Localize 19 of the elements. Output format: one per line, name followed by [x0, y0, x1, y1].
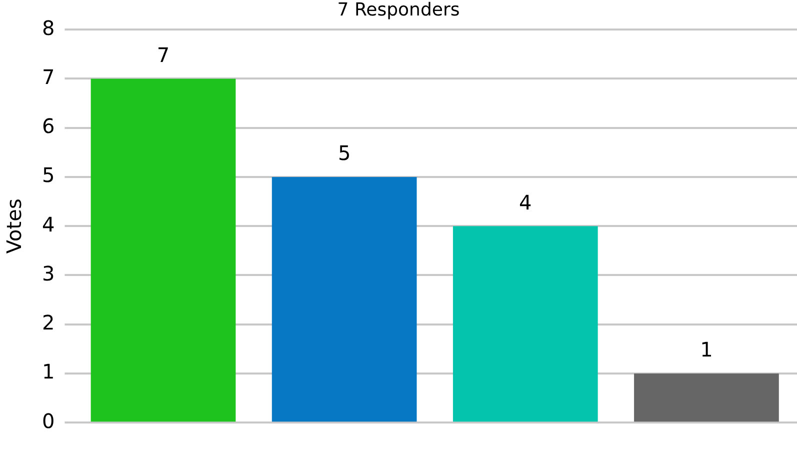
bar: [634, 373, 779, 422]
y-tick-label: 0: [42, 408, 55, 433]
y-tick-label: 6: [42, 114, 55, 138]
y-tick-label: 5: [42, 163, 55, 188]
y-tick-label: 8: [42, 16, 55, 40]
y-axis-title: Votes: [2, 198, 26, 254]
y-tick-label: 1: [42, 360, 55, 384]
data-label: 1: [700, 338, 713, 362]
chart-title: 7 Responders: [337, 0, 460, 20]
y-tick-label: 7: [42, 64, 55, 89]
bar: [272, 176, 417, 422]
data-label: 5: [338, 141, 351, 166]
data-label: 7: [156, 42, 170, 67]
bar: [90, 78, 236, 422]
bar: [452, 226, 598, 422]
data-label: 4: [519, 190, 532, 214]
y-tick-label: 2: [42, 310, 55, 335]
y-tick-label: 3: [42, 261, 55, 286]
y-tick-label: 4: [42, 212, 55, 236]
